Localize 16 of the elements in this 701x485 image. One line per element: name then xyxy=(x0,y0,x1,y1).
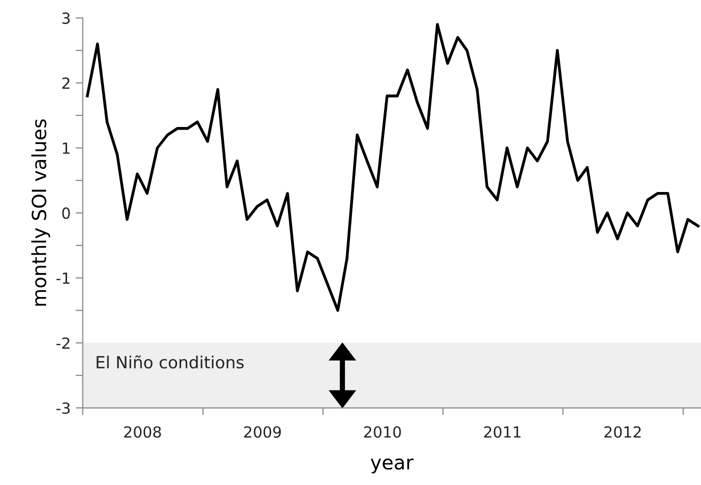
y-tick-label: -1 xyxy=(56,272,70,284)
y-tick-label: -2 xyxy=(56,337,70,349)
line-series xyxy=(86,23,700,312)
band-label: El Niño conditions xyxy=(96,355,244,369)
x-tick-label: 2009 xyxy=(244,426,281,438)
y-tick-label: -3 xyxy=(56,402,70,414)
x-tick-label: 2008 xyxy=(124,426,161,438)
y-tick-label: 2 xyxy=(62,77,70,89)
x-tick-label: 2012 xyxy=(604,426,641,438)
x-tick-label: 2011 xyxy=(484,426,520,438)
y-tick-label: 0 xyxy=(62,207,70,219)
y-tick-label: 1 xyxy=(62,142,70,154)
y-axis-title: monthly SOI values xyxy=(31,119,50,306)
y-tick-label: 3 xyxy=(62,12,70,24)
x-tick-label: 2010 xyxy=(364,426,401,438)
x-axis-title: year xyxy=(370,458,414,474)
